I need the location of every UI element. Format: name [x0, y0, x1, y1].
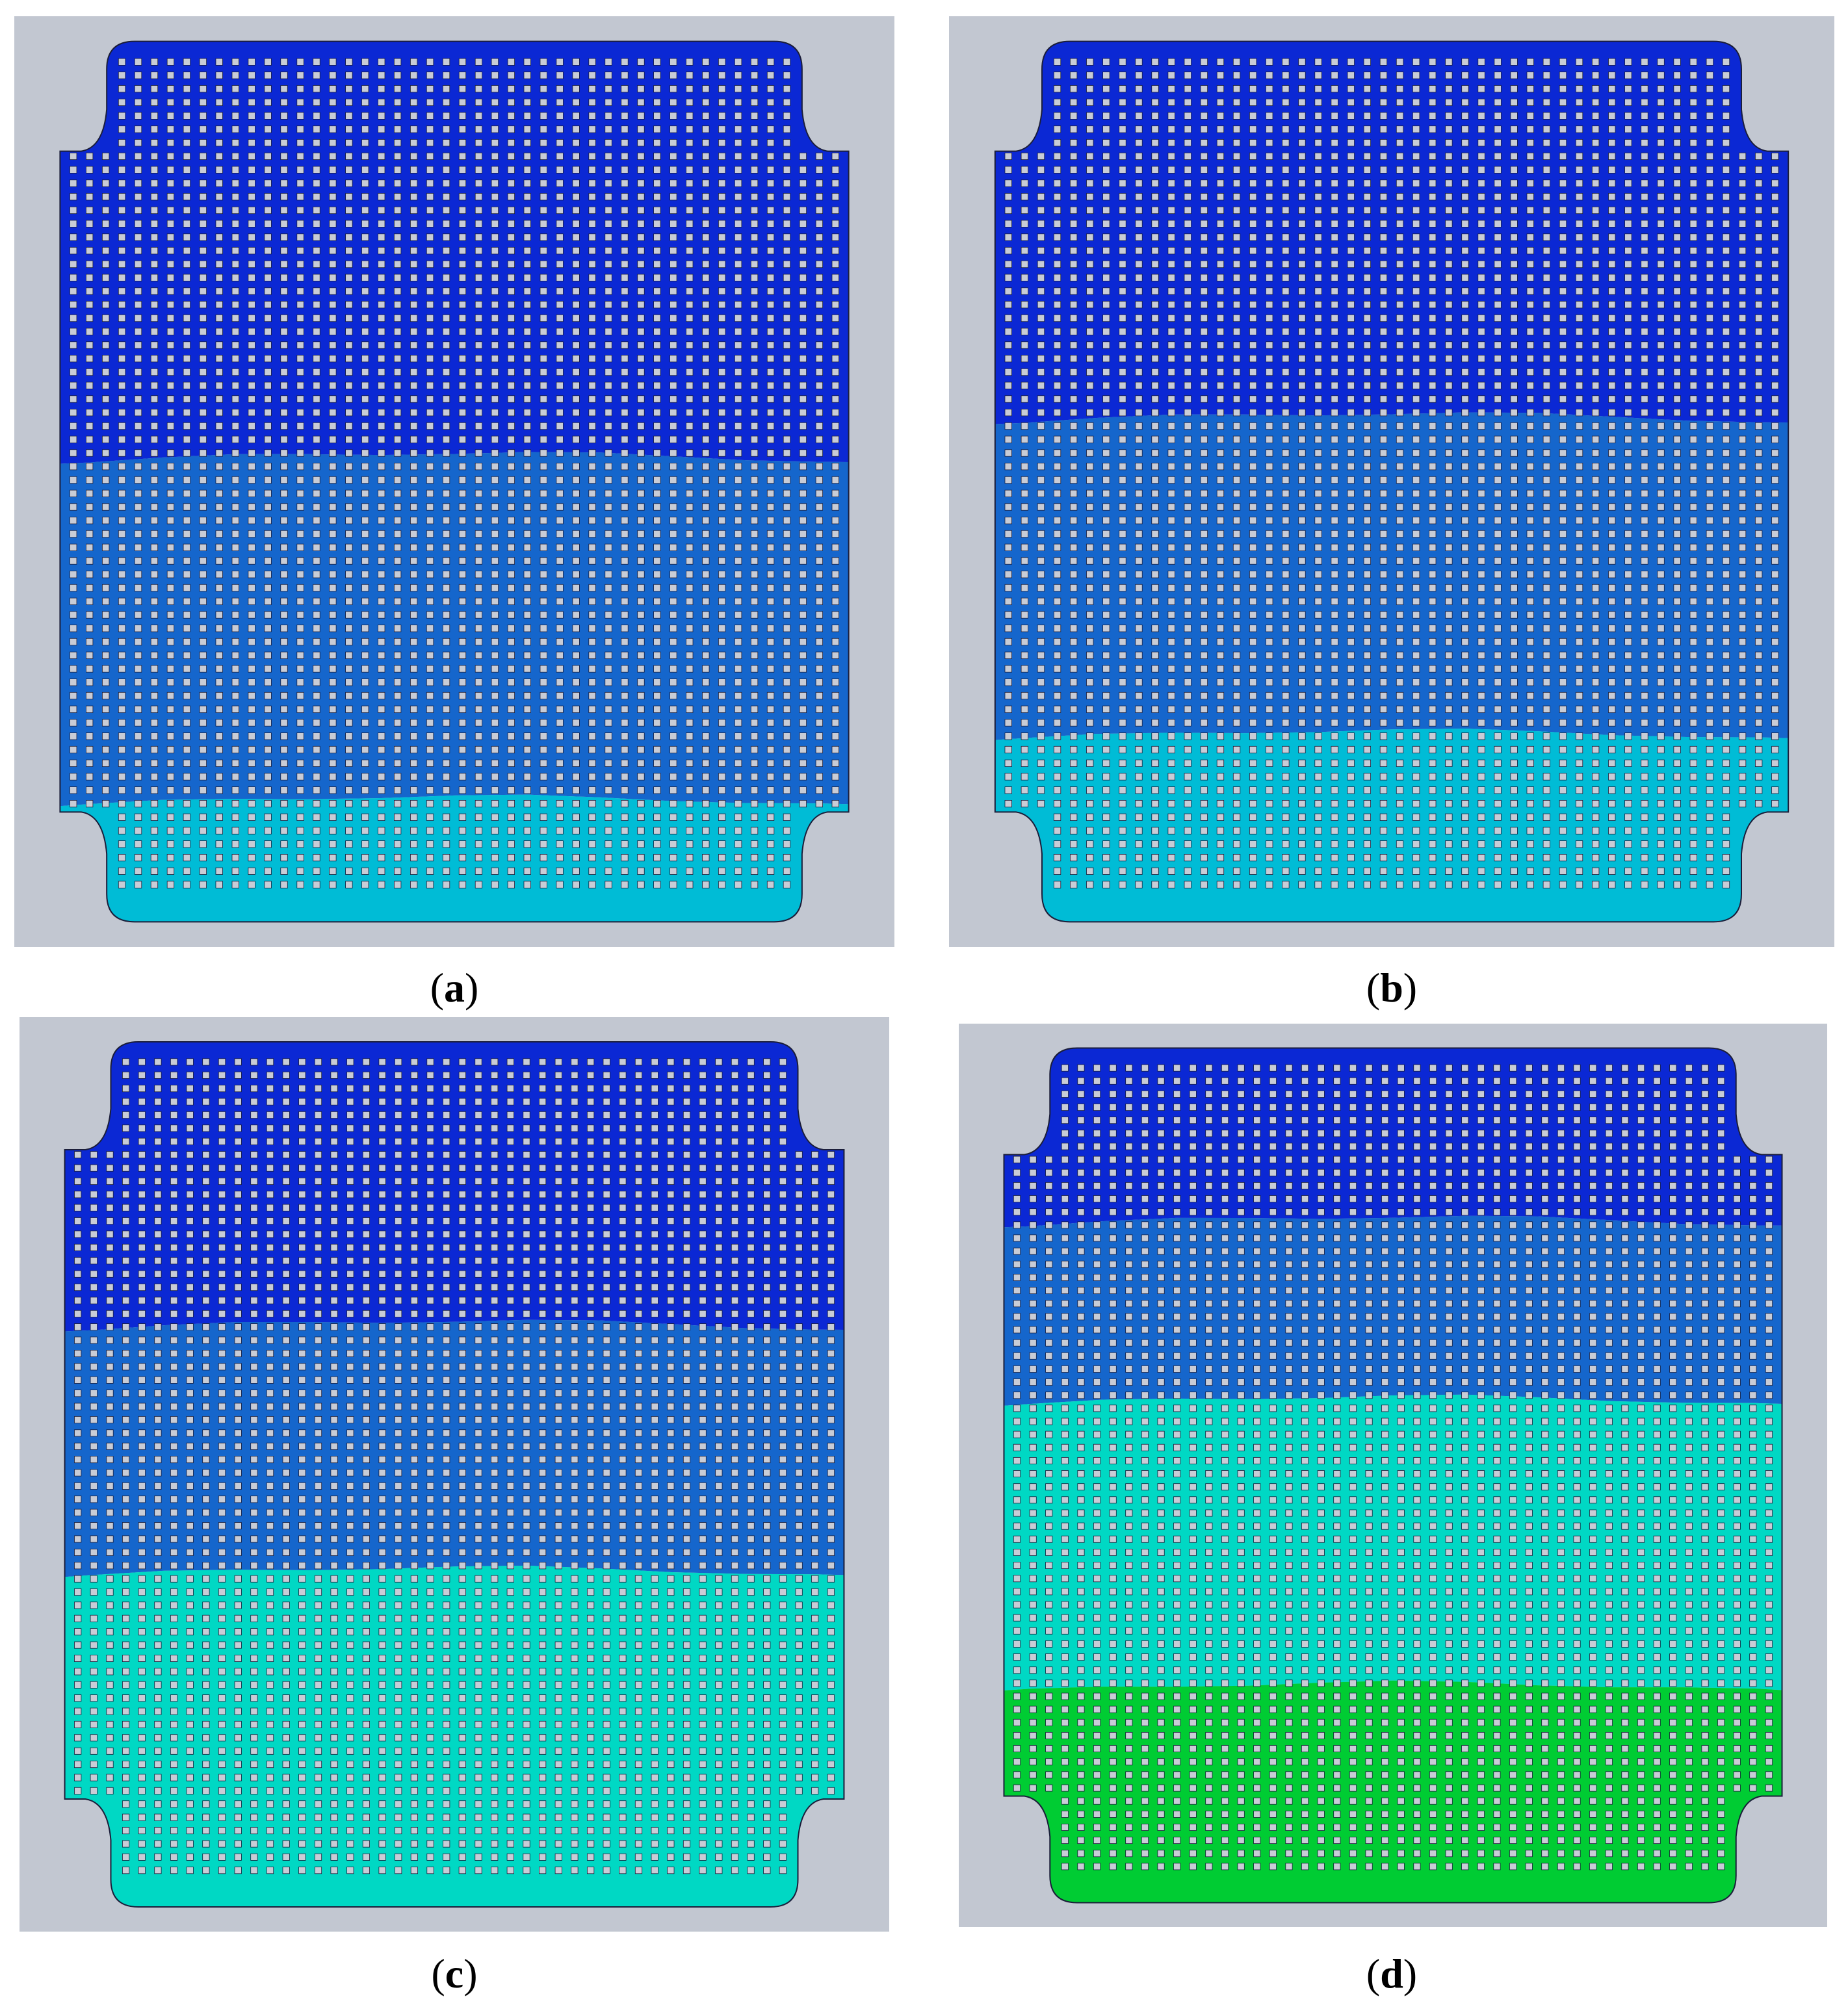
caption-c-open: ( — [431, 1950, 445, 1997]
caption-b-open: ( — [1366, 965, 1381, 1011]
panel-a-band-2 — [60, 452, 849, 809]
panel-a-band-1 — [60, 41, 849, 466]
panel-a — [14, 16, 894, 947]
panel-d-band-4 — [1004, 1680, 1782, 1903]
panel-c-band-3 — [64, 1565, 844, 1908]
caption-c-close: ) — [463, 1950, 478, 1997]
panel-d-band-3 — [1004, 1394, 1782, 1694]
caption-c: (c) — [357, 1953, 552, 1995]
panel-d-plate — [1004, 1048, 1782, 1903]
caption-d-letter: d — [1380, 1950, 1403, 1997]
panel-a-plate — [60, 41, 849, 922]
panel-a-plot — [14, 16, 894, 947]
panel-c-band-2 — [64, 1319, 844, 1580]
panel-c-plate — [64, 1041, 844, 1908]
panel-b-band-1 — [995, 41, 1789, 426]
panel-b — [949, 16, 1834, 947]
panel-b-pin-grid — [1004, 58, 1779, 888]
caption-b: (b) — [1294, 967, 1489, 1009]
panel-d-pin-grid — [1013, 1064, 1773, 1871]
panel-b-band-2 — [995, 412, 1789, 744]
caption-a-letter: a — [444, 965, 465, 1011]
caption-d: (d) — [1294, 1953, 1489, 1995]
panel-d — [959, 1024, 1827, 1927]
panel-b-plot — [949, 16, 1834, 947]
caption-a: (a) — [357, 967, 552, 1009]
panel-b-plate — [995, 41, 1789, 922]
panel-d-plot — [959, 1024, 1827, 1927]
panel-c-band-1 — [64, 1041, 844, 1334]
caption-a-close: ) — [465, 965, 479, 1011]
panel-d-band-2 — [1004, 1215, 1782, 1409]
panel-d-band-1 — [1004, 1048, 1782, 1230]
panel-b-band-3 — [995, 729, 1789, 922]
caption-d-close: ) — [1403, 1950, 1418, 1997]
caption-a-open: ( — [430, 965, 444, 1011]
panel-b-outline — [994, 40, 1789, 923]
panel-c-plot — [20, 1017, 889, 1932]
caption-d-open: ( — [1366, 1950, 1381, 1997]
panel-c-outline — [64, 1041, 845, 1908]
panel-a-outline — [59, 40, 850, 923]
caption-b-close: ) — [1403, 965, 1418, 1011]
panel-c-pin-grid — [74, 1058, 835, 1874]
caption-b-letter: b — [1380, 965, 1403, 1011]
caption-c-letter: c — [445, 1950, 464, 1997]
panel-c — [20, 1017, 889, 1932]
panel-a-pin-grid — [70, 58, 839, 888]
panel-d-outline — [1003, 1047, 1783, 1904]
